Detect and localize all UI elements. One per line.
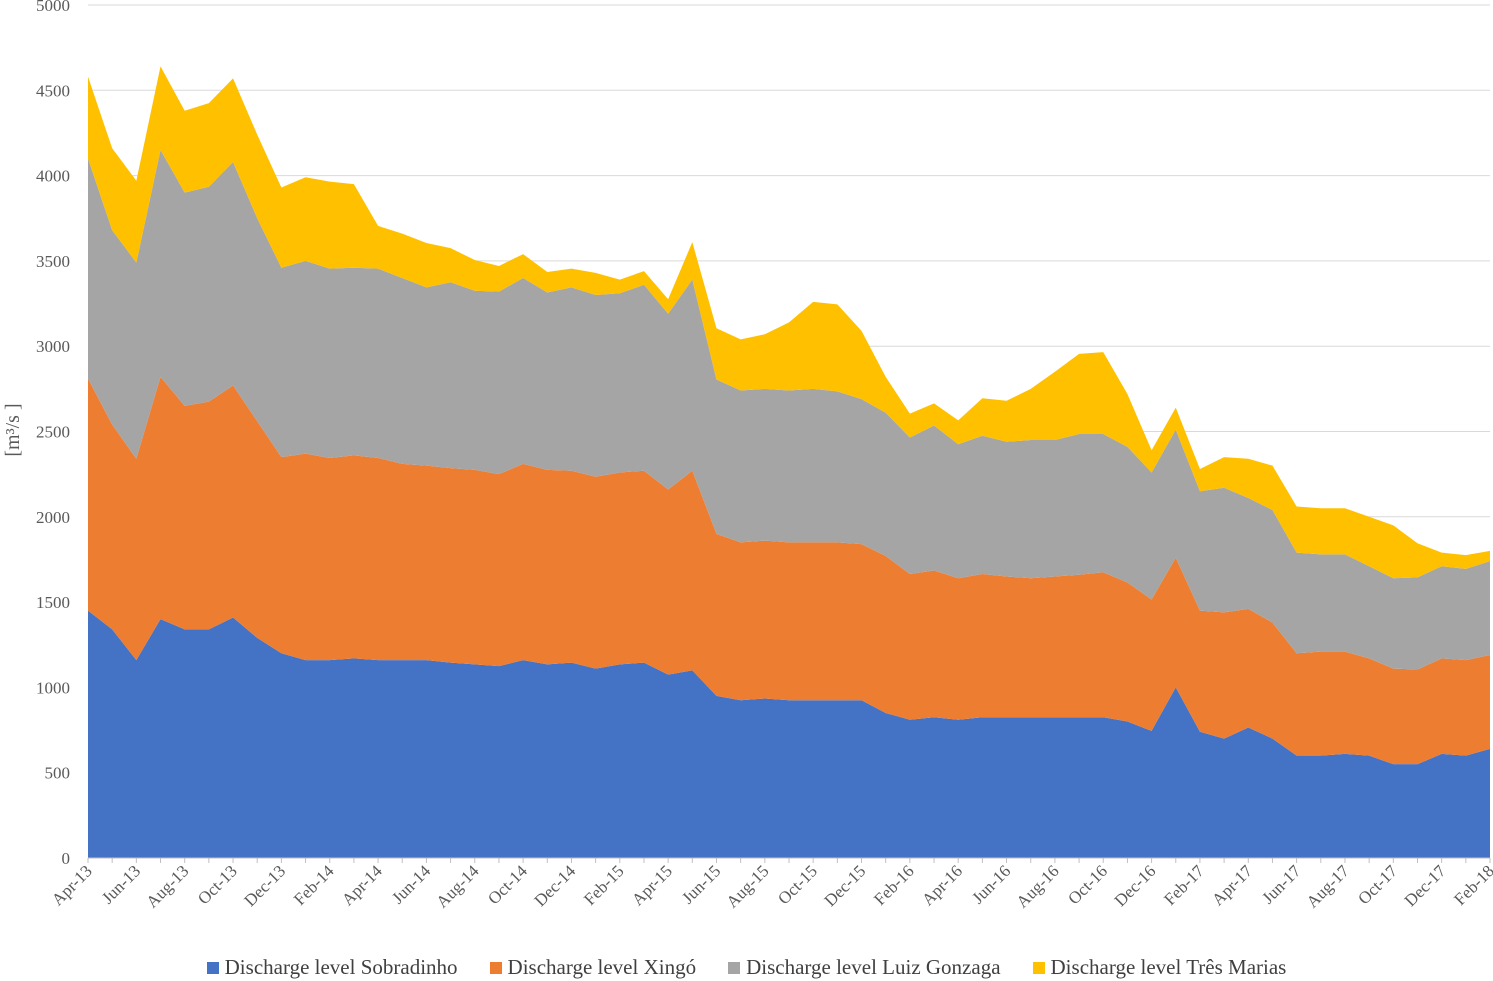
legend-swatch	[728, 961, 741, 974]
legend-label: Discharge level Três Marias	[1050, 955, 1287, 979]
y-tick-label: 1000	[36, 678, 70, 697]
x-tick-label: Jun-14	[388, 861, 435, 908]
x-tick-label: Jun-17	[1258, 861, 1305, 908]
y-tick-label: 4500	[36, 81, 70, 100]
y-tick-label: 2000	[36, 508, 70, 527]
x-tick-label: Feb-17	[1160, 861, 1208, 909]
y-axis-label: [m³/s ]	[2, 403, 24, 456]
x-tick-label: Oct-15	[774, 861, 821, 908]
y-tick-label: 0	[62, 849, 71, 868]
x-tick-label: Aug-14	[432, 861, 483, 912]
x-tick-label: Aug-17	[1303, 861, 1354, 912]
y-tick-label: 500	[45, 764, 71, 783]
x-tick-label: Jun-15	[678, 861, 724, 907]
x-tick-label: Apr-15	[628, 861, 676, 909]
legend-swatch	[206, 961, 219, 974]
x-tick-label: Oct-16	[1064, 861, 1111, 908]
area-series-3	[88, 150, 1490, 670]
x-tick-label: Dec-13	[240, 861, 289, 910]
x-tick-label: Oct-13	[194, 861, 241, 908]
y-tick-label: 3000	[36, 337, 70, 356]
area-series-1	[88, 610, 1490, 858]
x-tick-label: Feb-18	[1450, 861, 1493, 908]
x-tick-label: Apr-16	[918, 861, 966, 909]
legend-label: Discharge level Xingó	[507, 955, 697, 979]
x-tick-label: Oct-14	[484, 861, 531, 908]
x-tick-label: Feb-14	[290, 861, 338, 909]
legend-item: Discharge level Xingó	[489, 955, 697, 980]
x-tick-label: Feb-15	[580, 861, 627, 908]
x-tick-label: Oct-17	[1354, 861, 1401, 908]
y-tick-label: 3500	[36, 252, 70, 271]
y-tick-label: 1500	[36, 593, 70, 612]
x-tick-label: Feb-16	[870, 861, 917, 908]
legend-item: Discharge level Luiz Gonzaga	[728, 955, 1001, 980]
area-series-4	[88, 66, 1490, 579]
x-tick-label: Dec-14	[530, 861, 579, 910]
y-tick-label: 4000	[36, 167, 70, 186]
area-series-group	[88, 66, 1490, 858]
x-tick-label: Aug-16	[1013, 861, 1063, 911]
axes	[87, 857, 1491, 863]
x-tick-label: Apr-14	[338, 861, 386, 909]
x-tick-label: Dec-17	[1401, 861, 1450, 910]
legend-label: Discharge level Luiz Gonzaga	[746, 955, 1001, 979]
x-tick-label: Apr-17	[1208, 861, 1256, 909]
x-tick-label: Apr-13	[48, 861, 96, 909]
area-series-2	[88, 376, 1490, 765]
legend-item: Discharge level Sobradinho	[206, 955, 458, 980]
legend: Discharge level Sobradinho Discharge leve…	[0, 955, 1493, 980]
x-tick-label: Jun-16	[968, 861, 1014, 907]
y-tick-label: 5000	[36, 0, 70, 15]
x-tick-label: Aug-13	[142, 861, 192, 911]
legend-item: Discharge level Três Marias	[1032, 955, 1287, 980]
legend-swatch	[1032, 961, 1045, 974]
x-tick-label: Jun-13	[98, 861, 144, 907]
legend-swatch	[489, 961, 502, 974]
x-tick-label: Dec-16	[1111, 861, 1160, 910]
y-tick-labels: 0 500 1000 1500 2000 2500 3000 3500 4000 4500 5000	[36, 0, 70, 868]
x-tick-label: Aug-15	[722, 861, 772, 911]
x-tick-label: Dec-15	[821, 861, 870, 910]
y-tick-label: 2500	[36, 423, 70, 442]
legend-label: Discharge level Sobradinho	[224, 955, 458, 979]
